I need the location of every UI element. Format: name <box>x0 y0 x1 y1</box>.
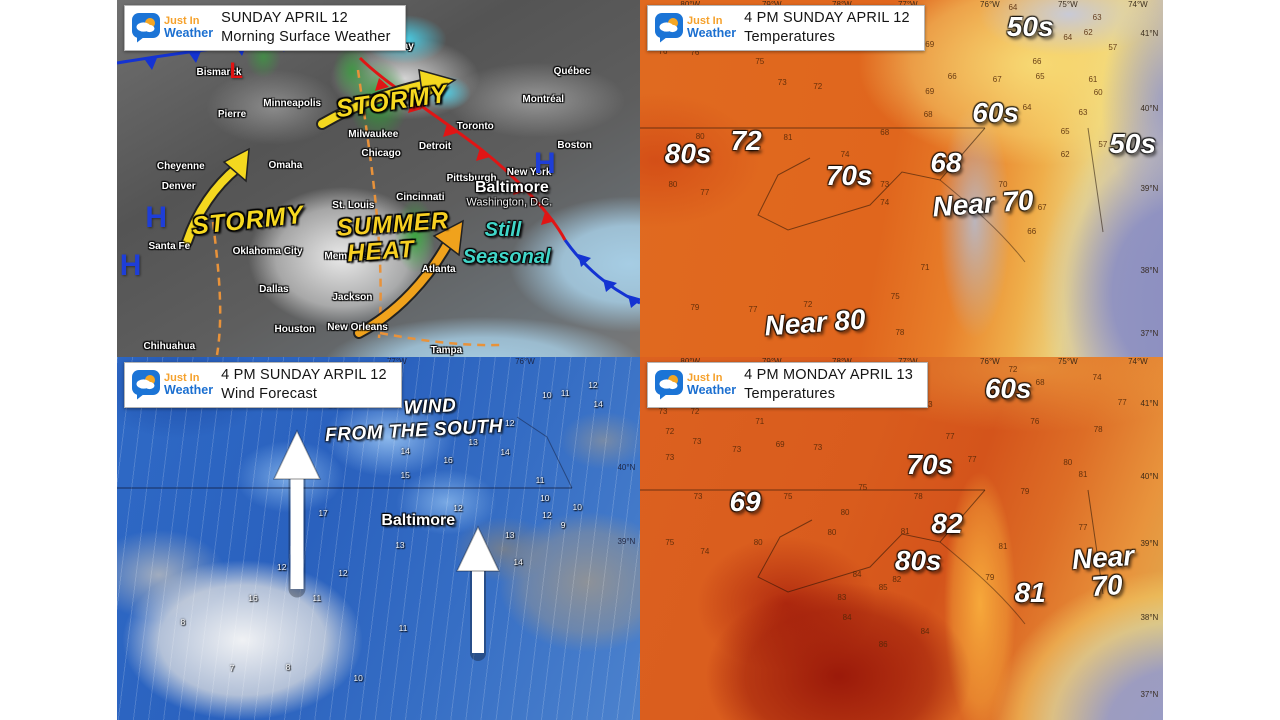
panel-header: Just In Weather SUNDAY APRIL 12 Morning … <box>124 5 406 51</box>
panel-temperatures-sunday: 80°W79°W78°W77°W76°W75°W74°W41°N40°N39°N… <box>640 0 1163 357</box>
panel-title: SUNDAY APRIL 12 <box>221 10 348 26</box>
state-borders-overlay <box>640 127 1104 263</box>
panel-subtitle: Wind Forecast <box>221 385 318 402</box>
panel-header: Just In Weather 4 PM SUNDAY ARPIL 12 Win… <box>124 362 402 408</box>
weather-collage: Thunder BayQuébecMontréalTorontoBostonNe… <box>117 0 1163 720</box>
brand-weather: Weather <box>164 383 214 398</box>
panel-subtitle: Morning Surface Weather <box>221 28 391 45</box>
fronts-and-arrows-overlay <box>117 36 640 356</box>
just-in-weather-logo: Just In Weather <box>654 12 736 43</box>
brand-just-in: Just In <box>164 14 200 27</box>
just-in-weather-logo: Just In Weather <box>654 369 736 400</box>
state-borders-overlay <box>640 489 1104 625</box>
brand-weather: Weather <box>687 26 737 41</box>
panel-morning-surface-weather: Thunder BayQuébecMontréalTorontoBostonNe… <box>117 0 640 357</box>
wind-arrows-overlay <box>117 416 573 661</box>
just-in-weather-logo: Just In Weather <box>131 369 213 400</box>
logo-bubble-icon <box>655 370 683 400</box>
panel-subtitle: Temperatures <box>744 385 836 402</box>
panel-temperatures-monday: 80°W79°W78°W77°W76°W75°W74°W41°N40°N39°N… <box>640 357 1163 720</box>
brand-weather: Weather <box>164 26 214 41</box>
just-in-weather-logo: Just In Weather <box>131 12 213 43</box>
logo-bubble-icon <box>132 13 160 43</box>
panel-title: 4 PM SUNDAY APRIL 12 <box>744 10 910 26</box>
panel-subtitle: Temperatures <box>744 28 836 45</box>
logo-bubble-icon <box>132 370 160 400</box>
brand-weather: Weather <box>687 383 737 398</box>
brand-just-in: Just In <box>687 14 723 27</box>
brand-just-in: Just In <box>164 371 200 384</box>
panel-header: Just In Weather 4 PM SUNDAY APRIL 12 Tem… <box>647 5 925 51</box>
logo-bubble-icon <box>655 13 683 43</box>
brand-just-in: Just In <box>687 371 723 384</box>
panel-title: 4 PM SUNDAY ARPIL 12 <box>221 367 387 383</box>
panel-header: Just In Weather 4 PM MONDAY APRIL 13 Tem… <box>647 362 929 408</box>
panel-title: 4 PM MONDAY APRIL 13 <box>744 367 914 383</box>
